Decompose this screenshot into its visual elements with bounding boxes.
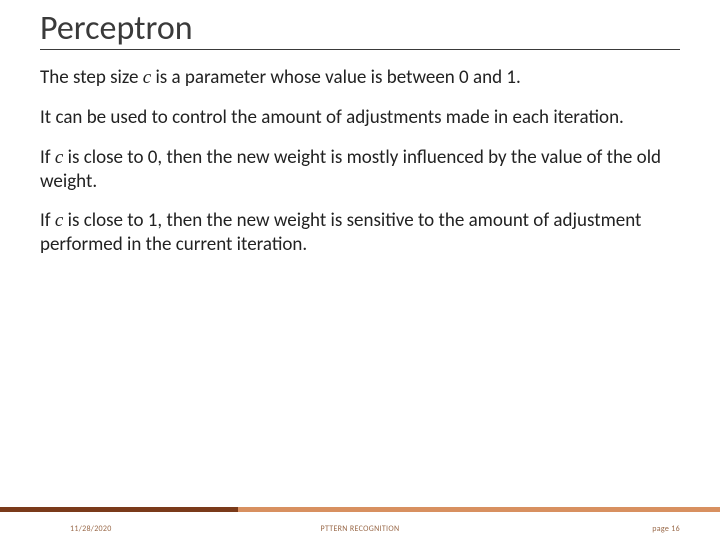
p3-part-b: is close to 0, then the new weight is mo… [40,146,661,193]
footer-date: 11/28/2020 [70,524,112,534]
slide-container: Perceptron The step size c is a paramete… [0,0,720,540]
paragraph-1: The step size c is a parameter whose val… [40,66,680,90]
p1-part-a: The step size [40,66,143,89]
p1-part-b: is a parameter whose value is between 0 … [151,66,521,89]
p4-part-b: is close to 1, then the new weight is se… [40,209,641,256]
footer: 11/28/2020 PTTERN RECOGNITION page 16 [0,524,720,534]
slide-title: Perceptron [40,10,680,50]
paragraph-3: If c is close to 0, then the new weight … [40,146,680,194]
p4-part-a: If [40,209,55,232]
footer-bar-left [0,507,238,512]
paragraph-2: It can be used to control the amount of … [40,106,680,130]
footer-center-label: PTTERN RECOGNITION [321,524,400,534]
paragraph-4: If c is close to 1, then the new weight … [40,209,680,257]
p1-var: c [143,67,151,88]
footer-accent-bar [0,507,720,512]
footer-page: page 16 [652,524,680,534]
footer-bar-right [238,507,720,512]
p3-part-a: If [40,146,55,169]
